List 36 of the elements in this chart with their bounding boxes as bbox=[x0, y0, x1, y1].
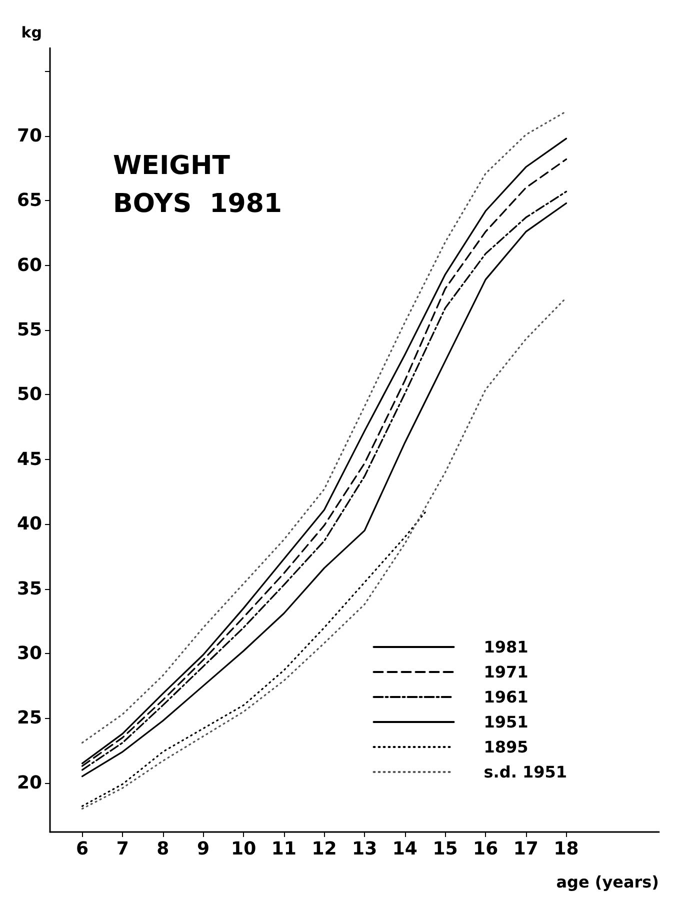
text: BOYS 1981 bbox=[113, 189, 282, 219]
x-tick-label: 15 bbox=[432, 838, 458, 860]
x-tick-label: 16 bbox=[473, 838, 498, 860]
legend-label: 1971 bbox=[484, 662, 528, 682]
x-tick-label: 12 bbox=[312, 838, 337, 860]
x-tick-label: 13 bbox=[352, 838, 378, 860]
y-axis-title: kg bbox=[21, 24, 42, 42]
x-tick-label: 6 bbox=[76, 838, 89, 860]
x-tick-label: 11 bbox=[271, 838, 296, 860]
legend-label: 1961 bbox=[484, 688, 528, 706]
y-tick-label: 50 bbox=[16, 384, 42, 406]
x-tick-label: 7 bbox=[116, 838, 129, 860]
y-tick-label: 60 bbox=[16, 254, 42, 276]
y-tick-label: 70 bbox=[16, 125, 42, 146]
x-tick-label: 10 bbox=[231, 838, 256, 860]
y-tick-label: 30 bbox=[16, 642, 42, 664]
y-tick-label: 25 bbox=[16, 708, 42, 729]
line-series bbox=[81, 296, 568, 810]
y-tick-label: 40 bbox=[16, 514, 42, 535]
x-tick-label: 17 bbox=[513, 838, 538, 860]
y-tick-label: 20 bbox=[16, 772, 42, 794]
line-series bbox=[81, 512, 426, 807]
x-tick-label: 14 bbox=[392, 838, 418, 860]
legend-label: s.d. 1951 bbox=[484, 762, 567, 782]
text: WEIGHT bbox=[113, 151, 230, 181]
y-tick-label: 55 bbox=[16, 320, 42, 341]
legend-label: 1895 bbox=[484, 738, 528, 756]
x-tick-label: 8 bbox=[156, 838, 170, 860]
y-tick-label: 45 bbox=[16, 448, 42, 470]
x-axis-title: age (years) bbox=[556, 872, 659, 892]
y-tick-label: 35 bbox=[16, 578, 42, 600]
x-tick-label: 18 bbox=[554, 838, 579, 860]
legend-label: 1981 bbox=[484, 638, 528, 656]
y-tick-label: 65 bbox=[16, 190, 42, 212]
x-tick-label: 9 bbox=[196, 838, 210, 860]
legend-label: 1951 bbox=[484, 712, 528, 732]
